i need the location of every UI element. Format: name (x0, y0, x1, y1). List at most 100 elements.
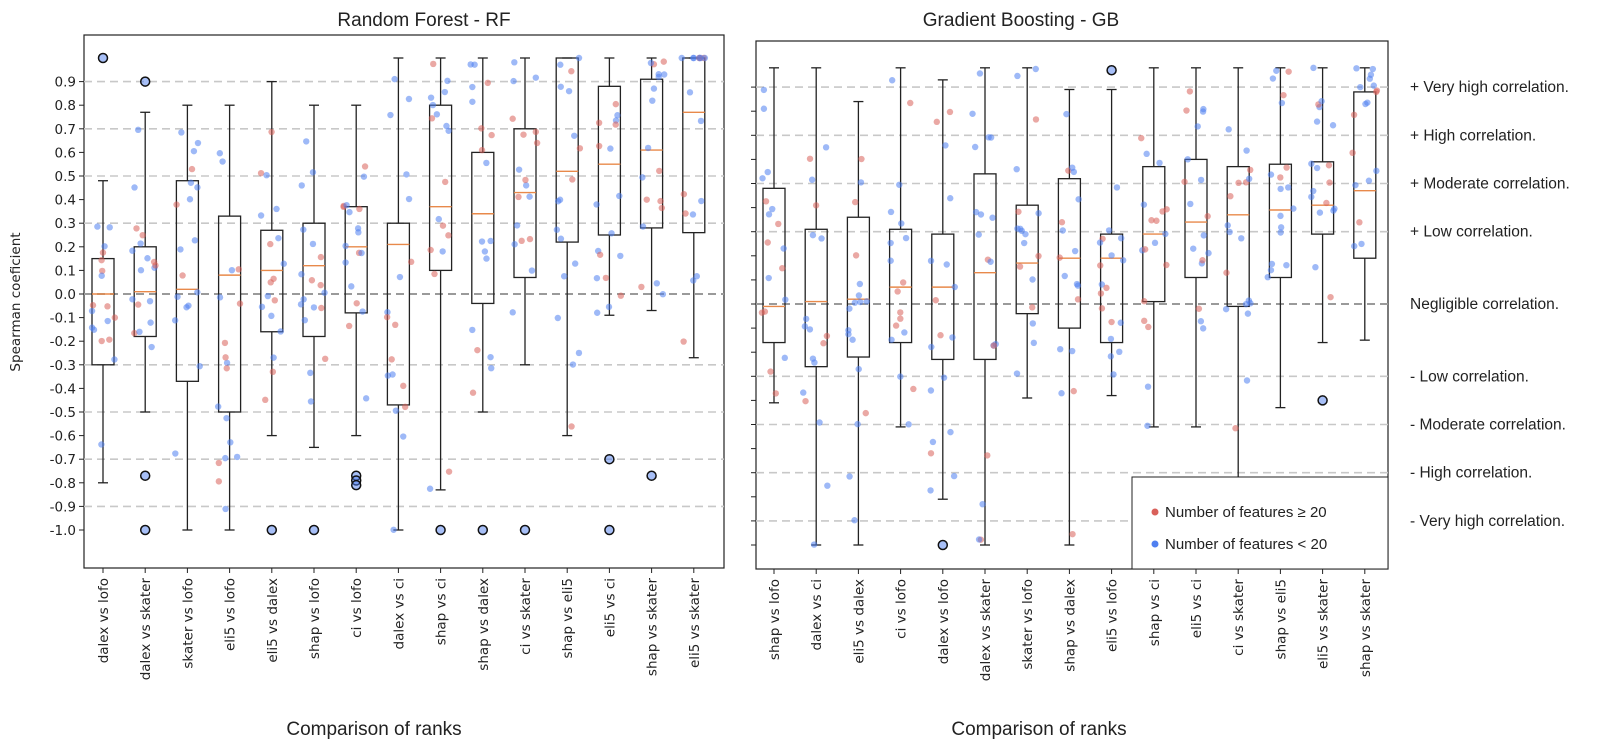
rf-point-10-10 (511, 241, 518, 248)
rf-point-0-6 (111, 314, 119, 321)
gb-point-1-2 (823, 332, 831, 340)
gb-xtick-label-2: eli5 vs dalex (851, 579, 867, 664)
rf-point-0-17 (106, 336, 113, 343)
rf-outlier-13-0 (646, 470, 657, 481)
rf-ytick-label-3: 0.6 (55, 145, 76, 161)
rf-xtick-label-6: ci vs lofo (349, 578, 365, 638)
band-label-2: + Moderate correlation. (1410, 176, 1570, 193)
rf-point-12-17 (616, 192, 623, 200)
gb-point-2-10 (862, 409, 869, 417)
rf-ytick-label-11: -0.2 (50, 334, 76, 350)
rf-point-14-13 (678, 54, 685, 62)
rf-point-3-13 (233, 453, 241, 461)
rf-point-11-8 (576, 145, 584, 152)
rf-point-8-6 (441, 178, 449, 186)
gb-point-8-17 (1097, 290, 1105, 297)
rf-ylabel: Spearman coeficient (8, 232, 24, 371)
gb-point-14-0 (1357, 83, 1364, 91)
gb-title: Gradient Boosting - GB (923, 10, 1119, 31)
rf-point-9-0 (487, 237, 494, 245)
rf-point-2-11 (194, 289, 201, 296)
rf-gridlines (84, 80, 724, 508)
rf-point-8-2 (431, 270, 438, 278)
rf-point-14-11 (686, 89, 694, 96)
gb-point-5-1 (971, 143, 979, 151)
gb-point-5-6 (975, 231, 982, 238)
gb-point-0-13 (761, 308, 769, 315)
rf-point-12-15 (593, 274, 601, 282)
rf-point-4-3 (262, 396, 269, 404)
rf-point-0-7 (104, 303, 111, 310)
rf-point-14-1 (680, 338, 687, 345)
gb-point-14-6 (1373, 167, 1380, 175)
rf-point-5-7 (309, 169, 317, 176)
gb-point-1-17 (806, 326, 814, 333)
rf-point-4-8 (268, 128, 275, 136)
rf-ytick-label-14: -0.5 (50, 405, 76, 421)
rf-point-13-6 (639, 223, 647, 230)
rf-point-12-3 (612, 100, 620, 108)
gb-point-0-2 (780, 245, 787, 252)
rf-point-6-5 (361, 163, 369, 170)
rf-x-axis: dalex vs lofo dalex vs skater skater vs lo… (96, 568, 703, 680)
gb-point-7-16 (1071, 247, 1079, 255)
gb-point-0-0 (764, 239, 771, 246)
rf-outlier-4-0 (266, 524, 278, 536)
rf-point-10-4 (509, 115, 516, 122)
rf-point-10-12 (533, 139, 541, 147)
gb-point-4-2 (927, 487, 934, 494)
rf-iqr-box-10 (513, 128, 537, 279)
rf-point-0-15 (98, 441, 105, 448)
rf-point-5-16 (321, 289, 328, 296)
rf-point-8-0 (443, 122, 450, 130)
gb-point-7-9 (1074, 296, 1082, 303)
rf-point-11-9 (568, 68, 575, 75)
gb-point-3-11 (888, 77, 896, 84)
rf-point-2-15 (172, 450, 179, 457)
rf-point-12-12 (593, 201, 600, 208)
gb-point-5-9 (977, 211, 985, 218)
gb-point-4-0 (932, 297, 939, 304)
rf-point-5-6 (318, 304, 325, 312)
gb-point-12-6 (1264, 274, 1271, 281)
gb-point-6-7 (1020, 239, 1028, 247)
rf-panel: Random Forest - RF Spearman coeficient 0… (8, 10, 725, 740)
rf-point-9-6 (483, 255, 490, 262)
gb-point-14-1 (1352, 181, 1359, 189)
rf-point-12-16 (596, 251, 604, 258)
band-label-3: + Low correlation. (1410, 224, 1533, 241)
rf-point-2-0 (178, 129, 185, 136)
gb-point-9-13 (1141, 246, 1149, 253)
gb-point-9-11 (1148, 217, 1155, 224)
rf-outlier-8-0 (435, 524, 446, 536)
gb-point-11-9 (1242, 300, 1250, 308)
rf-point-8-11 (427, 246, 434, 254)
gb-point-14-2 (1350, 111, 1358, 119)
gb-point-0-6 (769, 205, 776, 213)
gb-point-3-6 (892, 322, 900, 329)
rf-point-7-12 (392, 407, 400, 414)
gb-point-1-4 (818, 235, 825, 242)
gb-point-1-1 (820, 340, 827, 347)
rf-point-2-12 (183, 304, 190, 311)
gb-box-11 (1222, 67, 1254, 486)
gb-point-11-17 (1244, 310, 1252, 317)
gb-iqr-box-2 (846, 216, 871, 358)
gb-point-9-16 (1159, 208, 1166, 215)
rf-point-4-9 (267, 279, 274, 286)
rf-outlier-10-0 (519, 524, 531, 536)
gb-point-12-5 (1290, 205, 1297, 212)
rf-xtick-label-4: eli5 vs dalex (265, 578, 281, 663)
rf-ytick-label-5: 0.4 (55, 193, 76, 209)
gb-point-11-15 (1227, 192, 1234, 200)
gb-point-9-17 (1138, 134, 1145, 142)
rf-point-12-11 (617, 292, 625, 299)
rf-point-9-15 (469, 389, 477, 396)
gb-point-3-10 (887, 257, 894, 264)
gb-point-7-17 (1074, 282, 1082, 289)
gb-point-11-0 (1224, 222, 1231, 229)
rf-point-9-5 (474, 346, 481, 354)
rf-xtick-label-8: shap vs ci (434, 578, 450, 645)
gb-point-11-5 (1235, 179, 1242, 187)
